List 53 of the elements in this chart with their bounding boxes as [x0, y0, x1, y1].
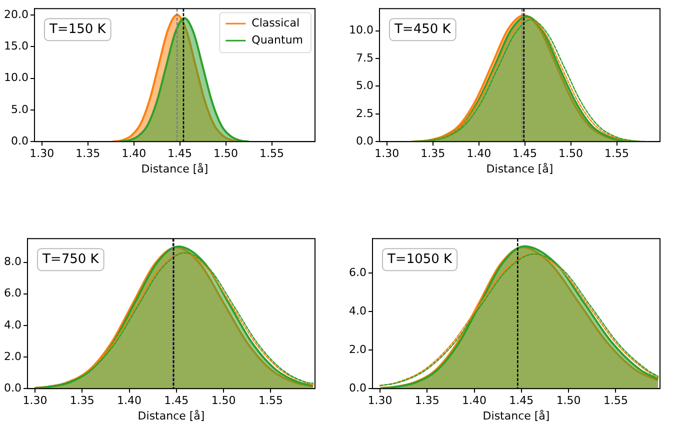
- annotation: T=750 K: [41, 252, 100, 267]
- x-axis-title: Distance [å]: [141, 162, 208, 176]
- x-tick-label: 1.30: [368, 394, 392, 408]
- x-axis-title: Distance [å]: [486, 162, 554, 176]
- x-tick-label: 1.30: [22, 394, 48, 408]
- x-tick-label: 1.40: [117, 394, 142, 408]
- y-tick-label: 15.0: [4, 39, 28, 52]
- x-tick-label: 1.50: [558, 147, 584, 160]
- y-tick-label: 6.0: [348, 266, 366, 280]
- y-tick-label: 10.0: [4, 71, 28, 84]
- x-tick-label: 1.55: [260, 147, 284, 160]
- x-tick-label: 1.30: [30, 147, 54, 160]
- legend-label: Classical: [252, 16, 300, 30]
- y-tick-label: 0.0: [356, 134, 374, 148]
- y-tick-label: 7.5: [356, 51, 374, 64]
- y-tick-label: 4.0: [4, 318, 22, 332]
- y-tick-label: 5.0: [356, 79, 374, 92]
- x-tick-label: 1.40: [462, 394, 487, 408]
- y-tick-label: 4.0: [348, 304, 366, 318]
- y-tick-label: 0.0: [348, 381, 366, 394]
- x-tick-label: 1.35: [414, 394, 440, 408]
- x-tick-label: 1.30: [374, 147, 400, 160]
- y-tick-label: 8.0: [4, 255, 22, 268]
- y-tick-label: 2.0: [4, 350, 22, 363]
- y-tick-label: 10.0: [348, 24, 374, 37]
- y-tick-label: 2.5: [356, 106, 374, 120]
- x-axis-title: Distance [å]: [482, 409, 550, 422]
- x-tick-label: 1.45: [512, 147, 538, 160]
- x-tick-label: 1.55: [603, 394, 628, 408]
- x-tick-label: 1.40: [122, 147, 146, 160]
- y-tick-label: 5.0: [10, 102, 28, 116]
- x-tick-label: 1.55: [258, 394, 283, 408]
- annotation: T=450 K: [393, 22, 452, 37]
- x-tick-label: 1.55: [604, 147, 630, 160]
- y-tick-label: 6.0: [4, 286, 22, 300]
- legend-label: Quantum: [252, 33, 303, 46]
- y-tick-label: 0.0: [10, 134, 28, 148]
- x-tick-label: 1.45: [168, 147, 192, 160]
- x-axis-title: Distance [å]: [138, 409, 205, 422]
- x-tick-label: 1.35: [76, 147, 100, 160]
- annotation: T=150 K: [48, 22, 106, 37]
- x-tick-label: 1.45: [509, 394, 534, 408]
- x-tick-label: 1.50: [214, 147, 238, 160]
- annotation: T=1050 K: [386, 252, 453, 267]
- x-tick-label: 1.50: [211, 394, 236, 408]
- x-tick-label: 1.45: [164, 394, 189, 408]
- x-tick-label: 1.40: [466, 147, 492, 160]
- y-tick-label: 2.0: [348, 343, 366, 356]
- x-tick-label: 1.35: [420, 147, 446, 160]
- x-tick-label: 1.50: [556, 394, 581, 408]
- y-tick-label: 0.0: [4, 381, 22, 394]
- y-tick-label: 20.0: [4, 8, 28, 21]
- x-tick-label: 1.35: [70, 394, 94, 408]
